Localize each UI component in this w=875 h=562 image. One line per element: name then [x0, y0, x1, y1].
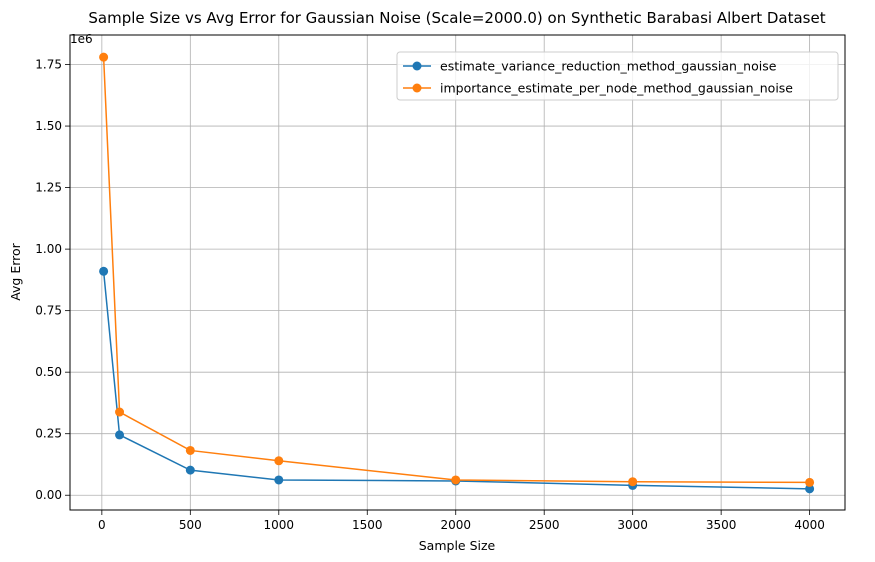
series-line	[102, 271, 810, 490]
x-tick-label: 1500	[352, 518, 383, 532]
series-1	[99, 266, 815, 494]
y-tick-label: 0.75	[35, 304, 62, 318]
chart-title: Sample Size vs Avg Error for Gaussian No…	[88, 9, 825, 27]
series-layer	[99, 52, 815, 494]
series-line	[102, 57, 810, 484]
legend-label: estimate_variance_reduction_method_gauss…	[440, 59, 777, 74]
x-tick-label: 2000	[440, 518, 471, 532]
y-tick-label: 0.00	[35, 488, 62, 502]
data-point	[185, 445, 195, 455]
data-point	[185, 465, 195, 475]
data-point	[628, 477, 638, 487]
y-axis-label: Avg Error	[8, 242, 23, 300]
data-point	[115, 430, 125, 440]
x-tick-label: 500	[179, 518, 202, 532]
legend: estimate_variance_reduction_method_gauss…	[396, 51, 839, 101]
series-2	[99, 52, 815, 487]
data-point	[99, 266, 109, 276]
data-point	[274, 475, 284, 485]
y-offset-label: 1e6	[70, 32, 93, 46]
y-tick-label: 0.50	[35, 365, 62, 379]
y-tick-label: 0.25	[35, 427, 62, 441]
y-axis: 0.00 0.25 0.50 0.75 1.00 1.25 1.50 1.75	[35, 58, 70, 502]
data-point	[805, 484, 815, 494]
legend-box	[396, 51, 839, 101]
data-point	[274, 456, 284, 466]
y-tick-label: 1.50	[35, 119, 62, 133]
x-axis: 0 500 1000 1500 2000 2500 3000 3500 4000	[98, 510, 825, 532]
x-tick-label: 3500	[706, 518, 737, 532]
grid	[70, 35, 845, 510]
plot-area-frame	[69, 34, 846, 511]
x-tick-label: 3000	[617, 518, 648, 532]
legend-label: importance_estimate_per_node_method_gaus…	[440, 81, 793, 96]
data-point	[805, 477, 815, 487]
y-tick-label: 1.00	[35, 242, 62, 256]
data-point	[451, 475, 461, 485]
x-axis-label: Sample Size	[419, 538, 496, 553]
x-tick-label: 4000	[794, 518, 825, 532]
data-point	[115, 407, 125, 417]
x-tick-label: 2500	[529, 518, 560, 532]
legend-marker	[412, 83, 422, 93]
legend-marker	[412, 61, 422, 71]
x-tick-label: 1000	[264, 518, 295, 532]
x-tick-label: 0	[98, 518, 106, 532]
y-tick-label: 1.25	[35, 181, 62, 195]
y-tick-label: 1.75	[35, 58, 62, 72]
data-point	[99, 52, 109, 62]
